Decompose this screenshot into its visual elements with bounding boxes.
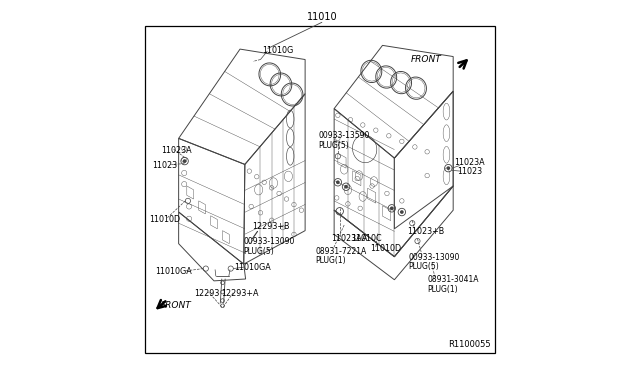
Text: 11023+B: 11023+B bbox=[408, 227, 445, 236]
Circle shape bbox=[221, 290, 225, 294]
Text: 00933-13090: 00933-13090 bbox=[408, 253, 460, 262]
Text: PLUG(5): PLUG(5) bbox=[408, 262, 439, 271]
Text: 08931-7221A: 08931-7221A bbox=[316, 247, 367, 256]
Text: 11023: 11023 bbox=[152, 161, 177, 170]
Text: PLUG(1): PLUG(1) bbox=[427, 285, 458, 294]
Text: 11010C: 11010C bbox=[351, 234, 382, 243]
Circle shape bbox=[344, 185, 348, 189]
Text: PLUG(5): PLUG(5) bbox=[318, 141, 349, 150]
Text: FRONT: FRONT bbox=[161, 301, 191, 310]
Text: 11023A: 11023A bbox=[161, 146, 191, 155]
Text: PLUG(1): PLUG(1) bbox=[316, 256, 346, 265]
Text: 12293+B: 12293+B bbox=[252, 222, 290, 231]
Text: 11010: 11010 bbox=[307, 12, 337, 22]
Text: 00933-13090: 00933-13090 bbox=[244, 237, 295, 246]
Text: R1100055: R1100055 bbox=[449, 340, 491, 349]
Circle shape bbox=[221, 281, 225, 285]
Text: 11010D: 11010D bbox=[149, 215, 180, 224]
Text: 12293+A: 12293+A bbox=[221, 289, 258, 298]
Circle shape bbox=[221, 304, 225, 308]
Circle shape bbox=[336, 180, 340, 184]
Text: 11010G: 11010G bbox=[262, 46, 294, 55]
Text: 11023AA: 11023AA bbox=[331, 234, 367, 243]
Text: 00933-13590: 00933-13590 bbox=[318, 131, 369, 140]
Text: PLUG(5): PLUG(5) bbox=[244, 247, 275, 256]
Bar bbox=[145, 26, 495, 353]
Text: FRONT: FRONT bbox=[411, 55, 442, 64]
Text: 08931-3041A: 08931-3041A bbox=[427, 275, 479, 284]
Circle shape bbox=[400, 210, 404, 214]
Circle shape bbox=[447, 166, 450, 170]
Circle shape bbox=[221, 299, 225, 302]
Circle shape bbox=[183, 159, 186, 163]
Text: 12293: 12293 bbox=[195, 289, 220, 298]
Text: 11010GA: 11010GA bbox=[234, 263, 271, 272]
Text: 11023: 11023 bbox=[457, 167, 482, 176]
Text: 11023A: 11023A bbox=[454, 158, 484, 167]
Text: 11010GA: 11010GA bbox=[156, 267, 193, 276]
Circle shape bbox=[390, 206, 394, 210]
Text: 11010D: 11010D bbox=[370, 244, 401, 253]
